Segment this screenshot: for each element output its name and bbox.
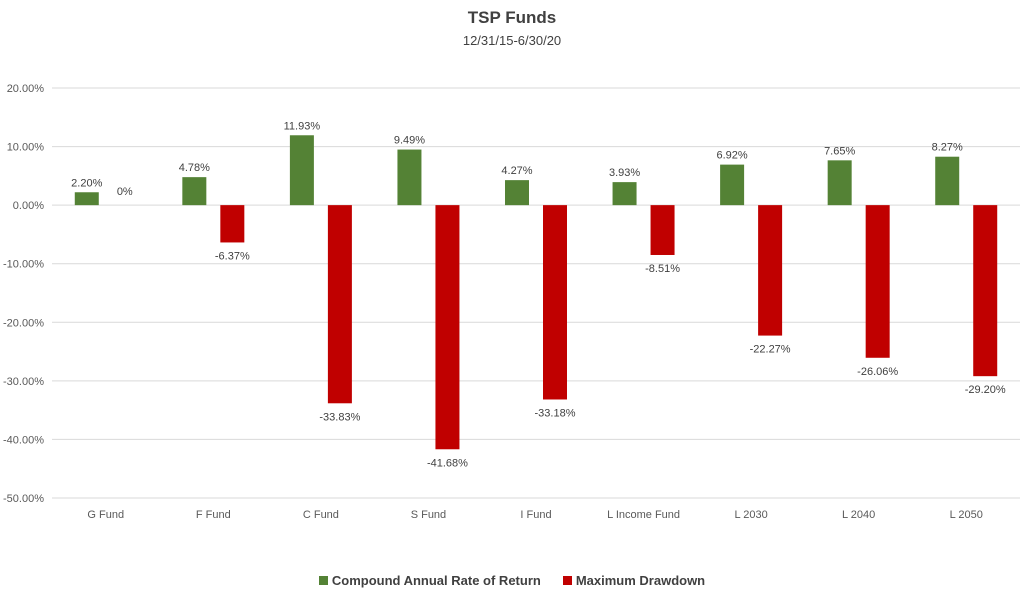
y-tick-label: -30.00%: [3, 376, 44, 388]
y-tick-label: 20.00%: [7, 83, 45, 95]
legend-item-return: Compound Annual Rate of Return: [318, 573, 541, 588]
axes: 20.00% 10.00% 0.00% -10.00% -20.00% -30.00% -4…: [3, 83, 983, 521]
bar-return: [289, 135, 314, 206]
data-label-drawdown: -6.37%: [215, 250, 250, 262]
x-tick-label: F Fund: [196, 509, 231, 521]
data-label-drawdown: -33.18%: [535, 407, 576, 419]
x-tick-label: L 2050: [950, 509, 983, 521]
bar-drawdown: [758, 205, 783, 336]
bar-return: [505, 180, 529, 206]
legend-swatch-drawdown: [562, 576, 572, 585]
chart-subtitle: 12/31/15-6/30/20: [462, 33, 562, 48]
legend-label-drawdown: Maximum Drawdown: [575, 573, 706, 588]
bar-drawdown: [220, 205, 245, 243]
data-label-return: 11.93%: [284, 120, 321, 132]
data-label-return: 9.49%: [394, 135, 425, 147]
data-label-return: 3.93%: [609, 167, 640, 179]
bar-return: [397, 149, 422, 206]
bar-return: [612, 182, 637, 206]
x-tick-label: C Fund: [303, 509, 339, 521]
data-label-return: 4.78%: [179, 162, 210, 174]
bar-return: [935, 156, 960, 206]
bar-return: [182, 177, 207, 206]
bar-drawdown: [435, 205, 460, 450]
bar-return: [74, 192, 99, 206]
x-tick-label: G Fund: [87, 509, 124, 521]
bar-drawdown: [543, 205, 567, 400]
bar-drawdown: [973, 205, 998, 377]
y-tick-label: 10.00%: [7, 142, 45, 154]
bar-drawdown: [865, 205, 890, 358]
data-label-return: 2.20%: [71, 177, 102, 189]
x-tick-label: L Income Fund: [607, 509, 680, 521]
data-label-drawdown: -33.83%: [319, 411, 360, 423]
bar-drawdown: [650, 205, 675, 255]
data-label-return: 7.65%: [824, 145, 855, 157]
y-tick-label: -10.00%: [3, 259, 44, 271]
bar-return: [827, 160, 852, 206]
gridlines: [52, 87, 1020, 499]
y-tick-label: 0.00%: [13, 200, 44, 212]
x-tick-label: I Fund: [520, 509, 551, 521]
legend: Compound Annual Rate of Return Maximum D…: [0, 573, 1024, 588]
legend-label-return: Compound Annual Rate of Return: [331, 573, 541, 588]
y-tick-label: -40.00%: [3, 434, 44, 446]
data-label-drawdown: -41.68%: [427, 457, 468, 469]
bar-drawdown: [327, 205, 352, 404]
data-label-drawdown: -22.27%: [750, 344, 791, 356]
data-label-drawdown: -29.20%: [965, 384, 1006, 396]
data-label-drawdown: -8.51%: [645, 263, 680, 275]
legend-item-drawdown: Maximum Drawdown: [562, 573, 706, 588]
chart-title: TSP Funds: [467, 8, 557, 27]
data-label-drawdown: -26.06%: [857, 366, 898, 378]
x-tick-label: L 2030: [734, 509, 767, 521]
data-label-return: 4.27%: [501, 165, 532, 177]
legend-swatch-return: [318, 576, 328, 585]
bar-return: [720, 164, 745, 206]
bars: [74, 135, 998, 450]
x-tick-label: L 2040: [842, 509, 875, 521]
y-tick-label: -50.00%: [3, 493, 44, 505]
y-tick-label: -20.00%: [3, 317, 44, 329]
data-label-return: 6.92%: [717, 150, 748, 162]
x-tick-label: S Fund: [411, 509, 446, 521]
data-label-drawdown: 0%: [117, 186, 133, 198]
data-label-return: 8.27%: [932, 142, 963, 154]
data-labels: 2.20% 0% 4.78% -6.37% 11.93% -33.83% 9.49% -41.…: [71, 120, 1006, 469]
